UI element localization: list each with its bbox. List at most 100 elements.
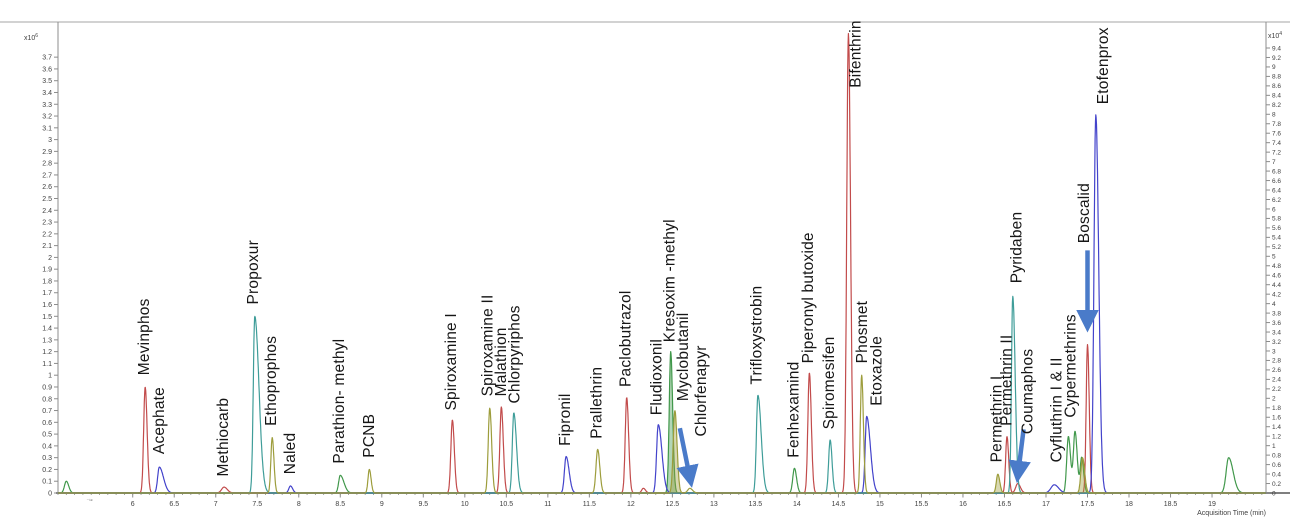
peak-label-kresoxim-methyl: Kresoxim -methyl <box>662 219 679 342</box>
right-tick-label-5.2: 5.2 <box>1272 244 1281 251</box>
left-tick-label-1.3: 1.3 <box>42 337 52 344</box>
x-tick-label-15: 15 <box>876 501 884 508</box>
x-tick-label-13.5: 13.5 <box>749 501 763 508</box>
x-tick-label-18: 18 <box>1125 501 1133 508</box>
right-axis: 0 0.2 0.4 0.6 0.8 1 1.2 1.4 1.6 1.8 2 2.2 2.4 2.6 2.8 3… <box>1266 31 1282 497</box>
peak-label-permethrin-ii: Permethrin II <box>999 335 1016 426</box>
left-tick-label-0.1: 0.1 <box>42 479 52 486</box>
right-tick-label-0.4: 0.4 <box>1272 471 1281 478</box>
x-tick-label-6: 6 <box>131 501 135 508</box>
left-tick-label-1.2: 1.2 <box>42 349 52 356</box>
left-tick-label-2.7: 2.7 <box>42 172 52 179</box>
right-tick-label-7.8: 7.8 <box>1272 121 1281 128</box>
left-tick-label-0.8: 0.8 <box>42 396 52 403</box>
x-tick-label-6.5: 6.5 <box>169 501 179 508</box>
peak-label-etoxazole: Etoxazole <box>868 336 885 406</box>
peak-label-etofenprox: Etofenprox <box>1095 27 1112 104</box>
left-tick-label-0.7: 0.7 <box>42 408 52 415</box>
x-tick-label-17: 17 <box>1042 501 1050 508</box>
left-tick-label-2.5: 2.5 <box>42 196 52 203</box>
peak-label-boscalid: Boscalid <box>1076 183 1093 243</box>
left-tick-label-1.1: 1.1 <box>42 361 52 368</box>
left-tick-label-2.1: 2.1 <box>42 243 52 250</box>
peak-label-piperonyl-butoxide: Piperonyl butoxide <box>800 232 817 363</box>
left-tick-label-0.4: 0.4 <box>42 443 52 450</box>
peak-label-malathion: Malathion <box>493 327 510 396</box>
x-tick-label-10.5: 10.5 <box>500 501 514 508</box>
right-tick-label-6.8: 6.8 <box>1272 168 1281 175</box>
left-tick-label-2.2: 2.2 <box>42 231 52 238</box>
peak-label-myclobutanil: Myclobutanil <box>675 313 692 402</box>
peak-label-chlorpyriphos: Chlorpyriphos <box>506 305 523 403</box>
right-tick-label-9: 9 <box>1272 64 1276 71</box>
peak-label-fludioxonil: Fludioxonil <box>648 339 665 415</box>
right-tick-label-6.6: 6.6 <box>1272 178 1281 185</box>
x-axis: 6 6.5 7 7.5 8 8.5 9 9.5 10 10.5 11 11.5 12 12.5 13 13.5… <box>57 493 1266 517</box>
x-tick-label-14.5: 14.5 <box>832 501 846 508</box>
trace-line-olive <box>57 374 1267 494</box>
right-tick-label-3.8: 3.8 <box>1272 310 1281 317</box>
x-tick-label-15.5: 15.5 <box>915 501 929 508</box>
compound-labels: Mevinphos Acephate Methiocarb Propoxur Ethop… <box>136 20 1112 476</box>
x-tick-label-7: 7 <box>214 501 218 508</box>
x-tick-label-11.5: 11.5 <box>583 501 596 508</box>
arrow-coumaphos <box>1008 429 1031 484</box>
peak-label-chlorfenapyr: Chlorfenapyr <box>693 345 710 436</box>
right-tick-label-8.4: 8.4 <box>1272 93 1281 100</box>
left-tick-label-1.7: 1.7 <box>42 290 52 297</box>
right-axis-unit-label: x104 <box>1268 31 1282 40</box>
left-tick-label-3.3: 3.3 <box>42 102 52 109</box>
left-tick-label-1: 1 <box>48 373 52 380</box>
x-tick-label-8: 8 <box>297 501 301 508</box>
left-tick-label-1.6: 1.6 <box>42 302 52 309</box>
right-tick-label-1.2: 1.2 <box>1272 433 1281 440</box>
right-tick-label-5: 5 <box>1272 254 1276 261</box>
peak-label-permethrin-i: Permethrin I <box>989 376 1006 463</box>
left-tick-label-1.4: 1.4 <box>42 326 52 333</box>
right-tick-label-3.4: 3.4 <box>1272 329 1281 336</box>
right-tick-label-2: 2 <box>1272 396 1276 403</box>
x-tick-label-19: 19 <box>1208 501 1216 508</box>
peak-label-phosmet: Phosmet <box>854 300 871 363</box>
peak-label-cyfluthrin-i-ii: Cyfluthrin I & II <box>1048 357 1065 462</box>
x-tick-label-14: 14 <box>793 501 801 508</box>
left-tick-label-3.4: 3.4 <box>42 90 52 97</box>
right-tick-label-2.2: 2.2 <box>1272 386 1281 393</box>
left-tick-label-2.8: 2.8 <box>42 161 52 168</box>
peak-label-mevinphos: Mevinphos <box>136 298 153 375</box>
peak-label-cypermethrins: Cypermethrins <box>1063 314 1080 417</box>
peak-label-fipronil: Fipronil <box>557 393 574 445</box>
right-tick-label-8.2: 8.2 <box>1272 102 1281 109</box>
right-tick-label-7.6: 7.6 <box>1272 131 1281 138</box>
arrow-chlorfenapyr <box>676 427 699 488</box>
right-tick-label-4.6: 4.6 <box>1272 273 1281 280</box>
left-axis: 0 0.1 0.2 0.3 0.4 0.5 0.6 0.7 0.8 0.9 1 1.1 1.2 1.3 1.… <box>24 33 58 498</box>
right-tick-label-1.6: 1.6 <box>1272 415 1281 422</box>
x-tick-label-18.5: 18.5 <box>1164 501 1178 508</box>
left-tick-label-3.2: 3.2 <box>42 114 52 121</box>
right-tick-label-6: 6 <box>1272 206 1276 213</box>
peak-label-spiromesifen: Spiromesifen <box>821 337 838 430</box>
right-tick-label-5.6: 5.6 <box>1272 225 1281 232</box>
peak-label-ethoprophos: Ethoprophos <box>263 336 280 426</box>
peak-label-parathion-methyl: Parathion- methyl <box>331 339 348 464</box>
right-tick-label-8: 8 <box>1272 112 1276 119</box>
peak-label-prallethrin: Prallethrin <box>589 367 606 439</box>
x-tick-label-9.5: 9.5 <box>418 501 428 508</box>
peak-fill-olive <box>1075 457 1092 493</box>
right-tick-label-2.4: 2.4 <box>1272 377 1281 384</box>
x-tick-label-9: 9 <box>380 501 384 508</box>
left-tick-label-0.2: 0.2 <box>42 467 52 474</box>
peak-label-coumaphos: Coumaphos <box>1019 349 1036 434</box>
right-tick-label-2.8: 2.8 <box>1272 358 1281 365</box>
right-tick-label-0: 0 <box>1272 490 1276 497</box>
left-tick-label-0: 0 <box>48 491 52 498</box>
left-tick-label-3.7: 3.7 <box>42 55 52 62</box>
right-tick-label-8.6: 8.6 <box>1272 83 1281 90</box>
left-tick-label-1.5: 1.5 <box>42 314 52 321</box>
right-tick-label-3: 3 <box>1272 348 1276 355</box>
peak-fill-kresoxim-methyl <box>664 351 679 493</box>
x-tick-label-16.5: 16.5 <box>998 501 1012 508</box>
left-tick-label-3.5: 3.5 <box>42 78 52 85</box>
